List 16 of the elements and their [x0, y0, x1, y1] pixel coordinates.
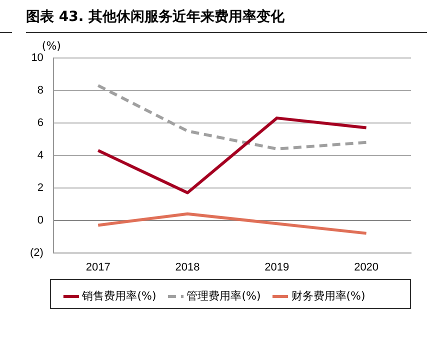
x-tick-label: 2019	[264, 261, 290, 274]
y-tick-label: 10	[31, 52, 44, 64]
y-tick-label: 0	[37, 214, 44, 226]
y-tick-label: 2	[37, 182, 44, 194]
x-tick-label: 2018	[175, 261, 200, 274]
legend-label: 财务费用率(%)	[291, 289, 366, 302]
legend-label: 销售费用率(%)	[81, 289, 156, 302]
y-tick-label: (2)	[30, 246, 44, 259]
legend-label: 管理费用率(%)	[186, 289, 261, 302]
y-tick-label: 4	[37, 149, 44, 162]
chart-title: 图表 43. 其他休闲服务近年来费用率变化	[26, 8, 285, 26]
x-tick-label: 2017	[86, 261, 110, 274]
y-axis-title: (%)	[42, 39, 61, 52]
x-tick-label: 2020	[354, 261, 379, 274]
y-tick-label: 6	[37, 116, 44, 129]
y-tick-label: 8	[37, 84, 44, 96]
